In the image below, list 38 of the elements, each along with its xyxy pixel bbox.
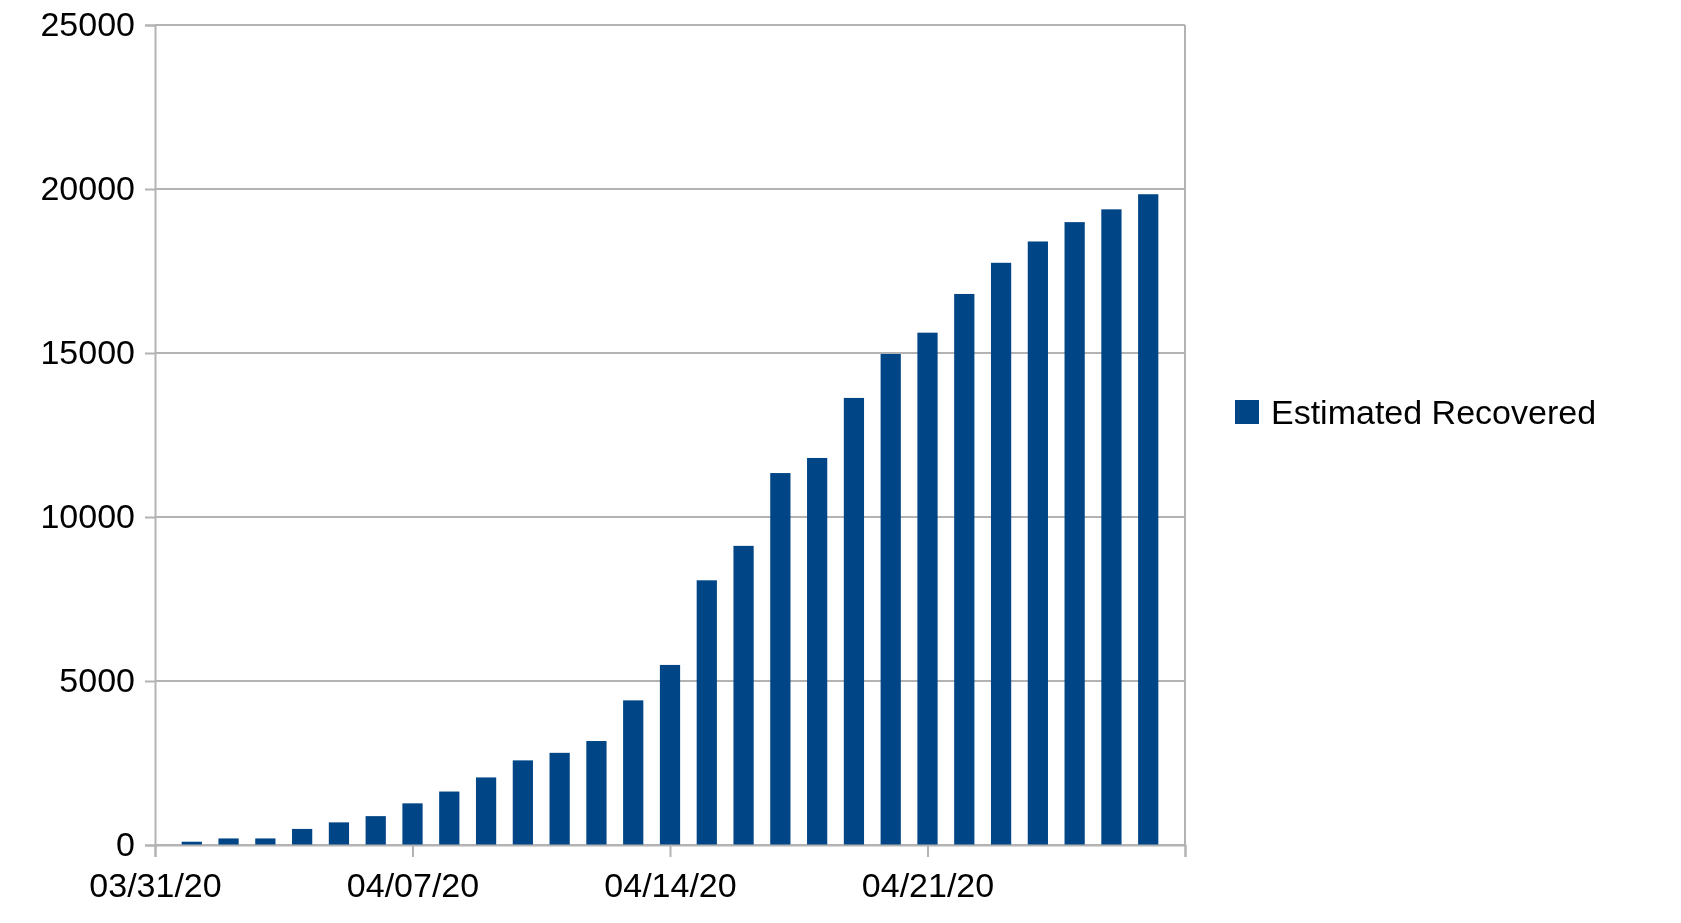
bar bbox=[843, 397, 865, 845]
bar bbox=[292, 828, 313, 845]
bar bbox=[402, 803, 423, 845]
bar bbox=[990, 262, 1012, 845]
bar bbox=[807, 457, 828, 845]
legend-label: Estimated Recovered bbox=[1271, 393, 1597, 431]
y-tick-label: 15000 bbox=[40, 333, 135, 372]
bar bbox=[770, 473, 791, 845]
y-tick-label: 0 bbox=[116, 825, 135, 864]
bar bbox=[439, 791, 460, 845]
bar bbox=[733, 545, 754, 845]
x-tick-label: 04/21/20 bbox=[861, 866, 995, 905]
x-tick-label: 04/14/20 bbox=[604, 866, 737, 905]
bar bbox=[512, 760, 533, 845]
bar bbox=[954, 293, 975, 845]
bar bbox=[1064, 222, 1085, 845]
y-tick-label: 10000 bbox=[40, 497, 135, 536]
y-tick-label: 5000 bbox=[59, 661, 135, 700]
bar bbox=[181, 841, 202, 845]
bar bbox=[475, 777, 497, 845]
bar bbox=[623, 700, 644, 845]
bar bbox=[586, 741, 607, 845]
bar bbox=[880, 353, 901, 845]
bar bbox=[549, 752, 570, 845]
bar bbox=[218, 838, 239, 845]
bar bbox=[1027, 241, 1048, 845]
bar bbox=[659, 664, 681, 845]
bar bbox=[1138, 194, 1159, 845]
bar bbox=[917, 332, 938, 845]
x-tick-label: 04/07/20 bbox=[346, 866, 480, 905]
x-tick-label: 03/31/20 bbox=[89, 866, 222, 905]
bar bbox=[1101, 209, 1122, 845]
bar bbox=[328, 822, 350, 845]
y-tick-label: 25000 bbox=[40, 5, 135, 44]
bar bbox=[696, 580, 717, 845]
y-tick-label: 20000 bbox=[40, 169, 135, 208]
bar bbox=[255, 838, 276, 845]
bar bbox=[365, 816, 386, 845]
